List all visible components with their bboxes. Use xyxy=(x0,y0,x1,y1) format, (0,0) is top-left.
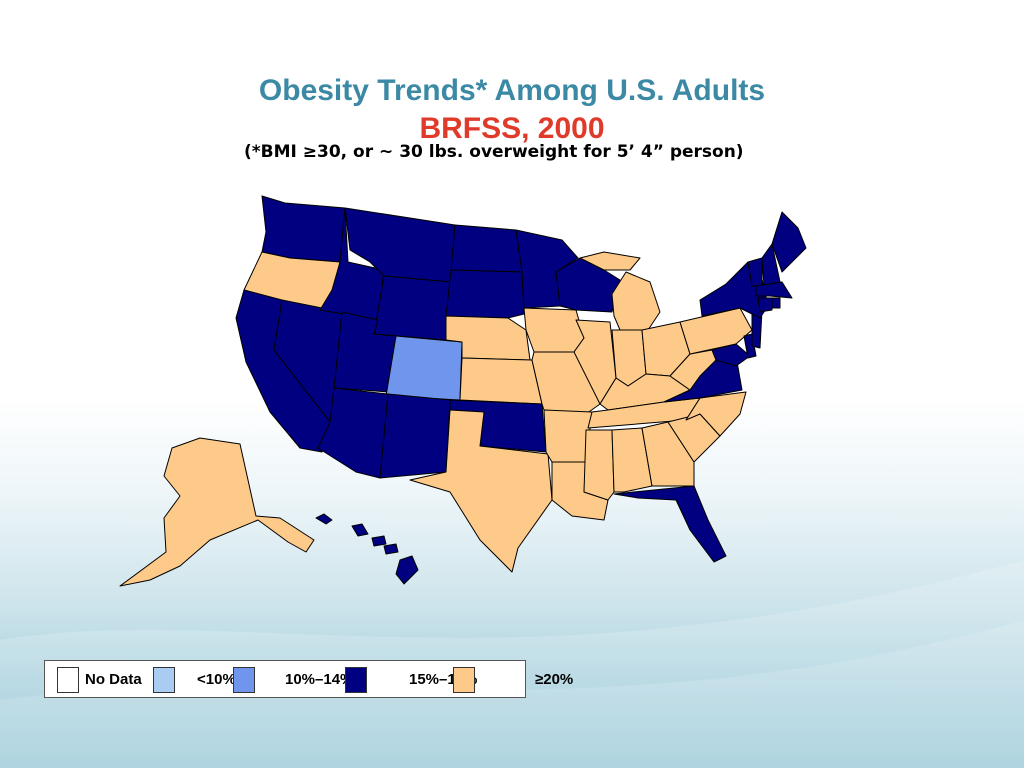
slide-subtitle: BRFSS, 2000 xyxy=(419,112,605,145)
legend-swatch-under-10 xyxy=(153,667,175,693)
legend-label-no-data: No Data xyxy=(85,671,142,688)
state-MS[interactable] xyxy=(583,429,615,501)
legend-swatch-15-19 xyxy=(345,667,367,693)
state-HI-3[interactable] xyxy=(371,535,387,547)
state-WY[interactable] xyxy=(373,275,452,341)
state-NM[interactable] xyxy=(379,393,451,479)
state-MI-UP[interactable] xyxy=(579,251,641,271)
state-HI-5[interactable] xyxy=(395,555,419,585)
state-IL[interactable] xyxy=(573,319,617,405)
slide-title: Obesity Trends* Among U.S. Adults xyxy=(258,74,766,107)
state-PA[interactable] xyxy=(679,307,753,355)
bmi-footnote: (*BMI ≥30, or ~ 30 lbs. overweight for 5… xyxy=(244,142,744,162)
legend-swatch-20-plus xyxy=(453,667,475,693)
state-ND[interactable] xyxy=(450,224,523,273)
state-IA[interactable] xyxy=(523,307,585,353)
state-FL[interactable] xyxy=(613,485,727,563)
state-CO[interactable] xyxy=(385,335,463,401)
state-ME[interactable] xyxy=(771,211,807,273)
state-SD[interactable] xyxy=(445,269,525,319)
state-MA[interactable] xyxy=(755,281,793,299)
legend-swatch-no-data xyxy=(57,667,79,693)
state-CT[interactable] xyxy=(757,297,773,313)
state-RI[interactable] xyxy=(771,297,781,309)
state-AK[interactable] xyxy=(119,437,315,587)
map-legend: No Data <10% 10%–14% 15%–19% ≥20% xyxy=(44,660,573,698)
legend-label-20-plus: ≥20% xyxy=(535,671,574,688)
state-HI-1[interactable] xyxy=(315,513,333,525)
state-GA[interactable] xyxy=(641,421,695,487)
state-HI-4[interactable] xyxy=(383,543,399,555)
state-MI[interactable] xyxy=(611,271,661,331)
state-MD[interactable] xyxy=(711,343,751,367)
state-TX[interactable] xyxy=(409,409,553,573)
legend-label-under-10: <10% xyxy=(197,671,236,688)
legend-label-10-14: 10%–14% xyxy=(285,671,354,688)
state-WA[interactable] xyxy=(261,195,346,263)
state-KS[interactable] xyxy=(459,357,543,405)
state-HI-2[interactable] xyxy=(351,523,369,537)
legend-swatch-10-14 xyxy=(233,667,255,693)
state-AL[interactable] xyxy=(611,427,653,493)
